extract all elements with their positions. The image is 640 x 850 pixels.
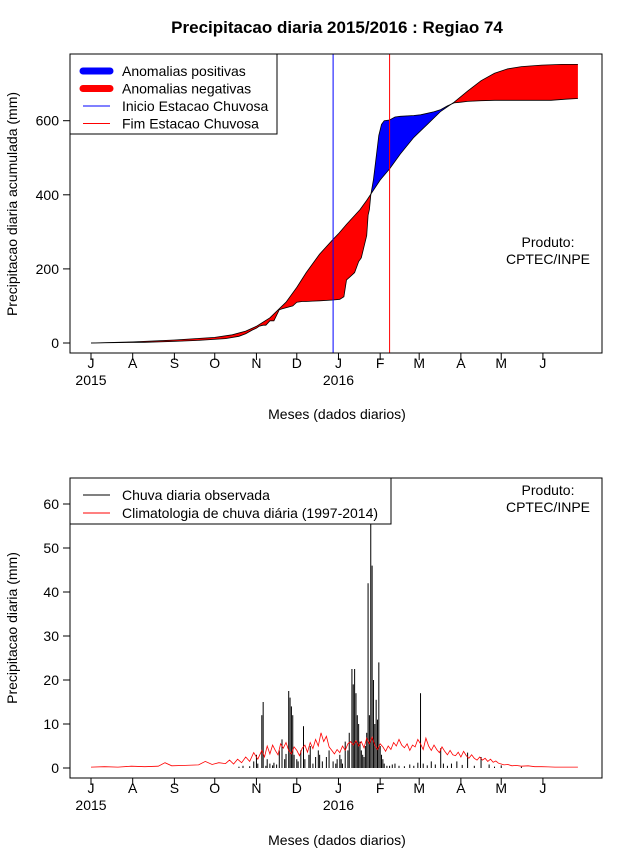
- x-tick-label-3: O: [209, 780, 220, 796]
- x-tick-label-1: A: [128, 355, 138, 371]
- year-label-2015: 2015: [75, 797, 106, 813]
- top-y-axis: 0 200 400 600: [36, 113, 71, 351]
- x-tick-label-4: N: [251, 780, 261, 796]
- bottom-legend: Chuva diaria observada Climatologia de ch…: [69, 477, 392, 525]
- legend-box: [69, 477, 392, 525]
- y-tick-label-40: 40: [43, 584, 59, 600]
- x-tick-label-6: J: [335, 355, 342, 371]
- observed-legend-label: Chuva diaria observada: [122, 487, 270, 503]
- x-tick-label-11: J: [539, 780, 546, 796]
- figure-title: Precipitacao diaria 2015/2016 : Regiao 7…: [171, 18, 503, 37]
- x-tick-label-10: M: [495, 780, 507, 796]
- climatology-legend-label: Climatologia de chuva diária (1997-2014): [122, 505, 378, 521]
- top-legend: Anomalias positivas Anomalias negativasIn…: [69, 53, 278, 135]
- y-tick-label-600: 600: [36, 113, 60, 129]
- y-tick-label-20: 20: [43, 672, 59, 688]
- negative-anomaly-area-1: [91, 194, 371, 343]
- x-tick-label-5: D: [292, 780, 302, 796]
- x-tick-label-9: A: [456, 355, 466, 371]
- year-label-2016: 2016: [323, 372, 354, 388]
- x-tick-label-11: J: [539, 355, 546, 371]
- x-tick-label-5: D: [292, 355, 302, 371]
- accumulated-curves: [90, 64, 578, 344]
- y-tick-label-0: 0: [51, 335, 59, 351]
- x-tick-label-8: M: [413, 780, 425, 796]
- bottom-y-axis: 0 10 20 30 40 50 60: [43, 496, 71, 776]
- bottom-plot-background: [70, 478, 602, 778]
- x-tick-label-1: A: [128, 780, 138, 796]
- x-tick-label-6: J: [335, 780, 342, 796]
- top-x-axis-label: Meses (dados diarios): [268, 406, 406, 422]
- season-markers: [332, 54, 391, 353]
- bottom-y-axis-label: Precipitacao diaria (mm): [4, 552, 20, 704]
- y-tick-label-60: 60: [43, 496, 59, 512]
- x-tick-label-0: J: [88, 780, 95, 796]
- x-tick-label-0: J: [88, 355, 95, 371]
- positive-legend-label: Anomalias positivas: [122, 63, 246, 79]
- x-tick-label-2: S: [170, 780, 179, 796]
- x-tick-label-2: S: [170, 355, 179, 371]
- top-credit-line1: Produto:: [522, 234, 575, 250]
- y-tick-label-0: 0: [51, 760, 59, 776]
- x-tick-label-4: N: [251, 355, 261, 371]
- x-tick-label-8: M: [413, 355, 425, 371]
- anomaly-fill-areas: [91, 64, 578, 343]
- onset-legend-label: Inicio Estacao Chuvosa: [122, 98, 269, 114]
- top-y-axis-label: Precipitacao diaria acumulada (mm): [4, 92, 20, 316]
- positive-anomaly-area-2: [370, 104, 451, 195]
- negative-legend-label: Anomalias negativas: [122, 81, 251, 97]
- year-label-2016: 2016: [323, 797, 354, 813]
- x-tick-label-7: F: [376, 355, 385, 371]
- x-tick-label-10: M: [495, 355, 507, 371]
- observed-daily-bars: [238, 512, 522, 768]
- top-credit-line2: CPTEC/INPE: [506, 251, 590, 267]
- bottom-credit-line1: Produto:: [522, 482, 575, 498]
- x-tick-label-9: A: [456, 780, 466, 796]
- climatology-accumulated-line: [90, 64, 578, 344]
- end-legend-label: Fim Estacao Chuvosa: [122, 116, 259, 132]
- bottom-x-axis-label: Meses (dados diarios): [268, 832, 406, 848]
- y-tick-label-30: 30: [43, 628, 59, 644]
- y-tick-label-400: 400: [36, 187, 60, 203]
- x-tick-label-3: O: [209, 355, 220, 371]
- climatology-daily-line: [90, 732, 578, 768]
- y-tick-label-200: 200: [36, 261, 60, 277]
- y-tick-label-10: 10: [43, 716, 59, 732]
- observed-accumulated-line: [90, 98, 578, 344]
- x-tick-label-7: F: [376, 780, 385, 796]
- year-label-2015: 2015: [75, 372, 106, 388]
- y-tick-label-50: 50: [43, 540, 59, 556]
- climatology-daily-line: [90, 732, 578, 768]
- legend-box: [69, 53, 278, 135]
- bottom-credit-line2: CPTEC/INPE: [506, 499, 590, 515]
- negative-anomaly-area-3: [450, 64, 578, 105]
